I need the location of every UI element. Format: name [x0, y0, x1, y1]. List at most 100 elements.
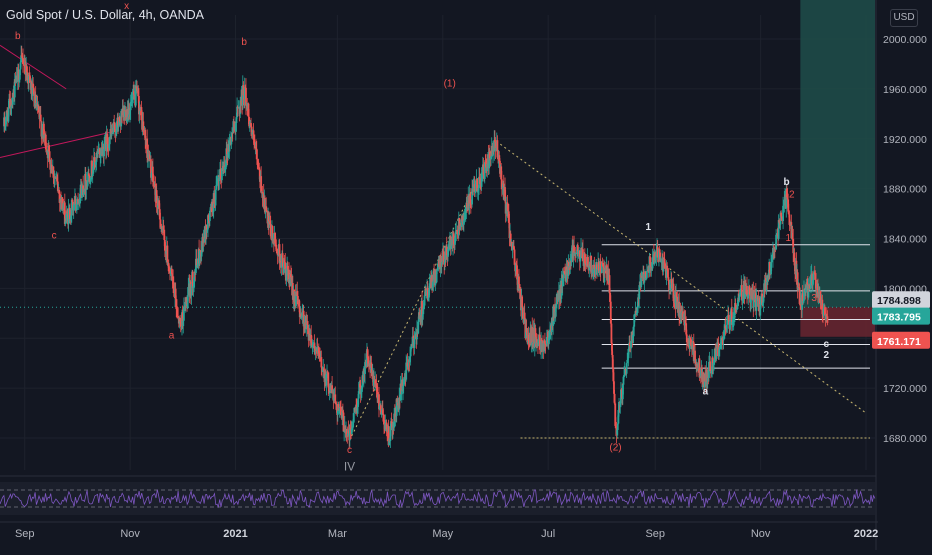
- candle-body: [115, 121, 118, 133]
- candle-body: [428, 283, 431, 290]
- price-axis[interactable]: 2000.000 1960.000 1920.000 1880.000 1840.000…: [872, 0, 932, 550]
- candle-body: [576, 245, 579, 255]
- candle-body: [323, 370, 326, 383]
- candle-body: [387, 426, 390, 446]
- target-zone[interactable]: [800, 0, 875, 308]
- candle-body: [795, 260, 798, 280]
- candle-body: [782, 205, 785, 207]
- candle-body: [643, 274, 646, 283]
- candle-body: [248, 116, 251, 127]
- candle-body: [74, 196, 77, 205]
- trendline-red-2[interactable]: [0, 132, 110, 158]
- trendline-down[interactable]: [496, 140, 867, 414]
- candle-body: [95, 153, 98, 162]
- candle-body: [283, 259, 285, 273]
- candle-body: [610, 323, 613, 344]
- candle-body: [320, 357, 323, 368]
- candle-body: [670, 279, 673, 283]
- trendline-red-1[interactable]: [0, 44, 67, 90]
- candle-body: [814, 274, 817, 280]
- candle-body: [269, 221, 271, 225]
- candle-body: [226, 148, 228, 154]
- candle-body: [609, 301, 612, 324]
- candle-body: [531, 327, 534, 343]
- candle-body: [91, 173, 94, 176]
- time-tick-label: Sep: [645, 528, 665, 540]
- candle-body: [338, 410, 340, 412]
- candle-body: [440, 257, 443, 267]
- candle-body: [462, 220, 465, 225]
- candle-body: [220, 168, 223, 181]
- candle-body: [665, 265, 668, 278]
- candle-body: [156, 203, 159, 208]
- candle-body: [498, 155, 501, 161]
- candle-body: [79, 193, 81, 204]
- candle-body: [278, 244, 281, 264]
- candle-body: [618, 404, 620, 411]
- candle-body: [125, 119, 128, 121]
- candle-body: [385, 422, 388, 430]
- candle-body: [613, 381, 615, 394]
- candle-body: [633, 314, 636, 316]
- candle-body: [119, 117, 121, 122]
- candle-body: [768, 261, 771, 273]
- candle-body: [778, 220, 781, 223]
- candle-body: [158, 200, 161, 210]
- candle-body: [477, 187, 480, 191]
- candle-body: [511, 241, 513, 250]
- time-axis[interactable]: Sep Nov 2021 Mar May Jul Sep Nov 2022: [0, 521, 878, 540]
- candle-body: [663, 258, 666, 264]
- candle-body: [423, 295, 426, 306]
- candle-body: [734, 302, 737, 309]
- candle-body: [140, 107, 143, 116]
- candle-body: [360, 388, 363, 395]
- candle-body: [482, 164, 485, 175]
- candle-body: [58, 189, 61, 194]
- candle-body: [352, 421, 354, 428]
- candle-body: [63, 202, 66, 224]
- candle-body: [770, 262, 772, 275]
- price-label: 1783.795: [877, 312, 921, 324]
- candle-body: [531, 341, 534, 343]
- candle-body: [579, 256, 582, 262]
- candle-body: [713, 362, 715, 364]
- candle-body: [390, 421, 393, 424]
- candle-body: [136, 86, 138, 92]
- candle-body: [242, 85, 245, 96]
- candle-body: [570, 254, 573, 263]
- candle-body: [93, 157, 96, 162]
- candle-body: [218, 177, 221, 182]
- candle-body: [117, 117, 119, 128]
- wave-label: IV: [344, 459, 355, 473]
- candle-body: [611, 354, 614, 368]
- candle-body: [26, 72, 29, 81]
- candle-body: [359, 383, 361, 388]
- candle-body: [288, 269, 290, 280]
- candle-body: [98, 149, 101, 158]
- candle-body: [659, 261, 662, 263]
- candle-body: [245, 87, 247, 106]
- time-tick-label: Sep: [15, 528, 35, 540]
- candle-body: [506, 202, 509, 217]
- candle-body: [765, 280, 768, 291]
- trendline-up[interactable]: [349, 141, 497, 441]
- candle-body: [103, 136, 106, 149]
- candle-body: [244, 87, 247, 89]
- candle-body: [691, 341, 694, 350]
- stop-zone[interactable]: [800, 307, 875, 337]
- price-tick-label: 1880.000: [883, 184, 927, 196]
- candle-body: [547, 337, 550, 343]
- candle-body: [636, 307, 639, 313]
- candle-body: [247, 103, 250, 117]
- wave-label: a: [703, 386, 709, 397]
- currency-badge[interactable]: USD: [890, 9, 918, 27]
- candle-body: [348, 427, 351, 441]
- candle-body: [196, 264, 199, 266]
- candle-body: [358, 383, 361, 392]
- candle-body: [612, 367, 615, 382]
- candle-body: [231, 132, 234, 134]
- candle-body: [763, 283, 765, 297]
